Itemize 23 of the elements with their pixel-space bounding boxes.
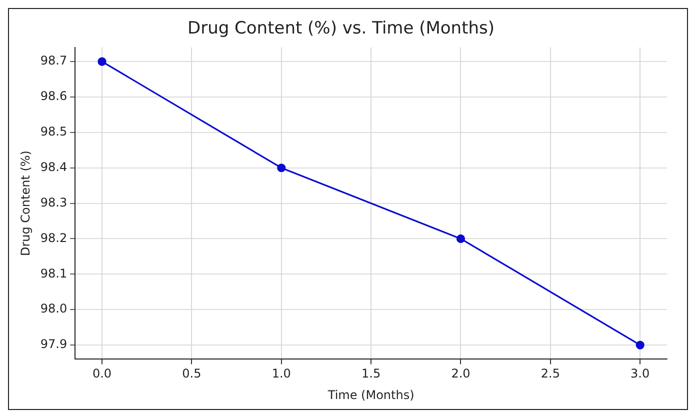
point <box>98 57 106 66</box>
x-tick-label: 0.5 <box>182 366 202 381</box>
x-tick-label: 2.0 <box>451 366 470 381</box>
x-tick-label: 1.0 <box>272 366 291 381</box>
y-tick-label: 98.5 <box>40 124 68 139</box>
y-tick-label: 98.0 <box>40 302 68 316</box>
y-tick-label: 98.3 <box>40 195 68 210</box>
point <box>456 234 466 244</box>
y-tick-label: 98.1 <box>40 266 68 280</box>
x-tick-label: 0.0 <box>92 366 112 381</box>
x-axis-title: Time (Months) <box>326 388 414 402</box>
y-axis-title: Drug Content (%) <box>18 150 32 256</box>
chart-title: Drug Content (%) vs. Time (Months) <box>187 18 495 39</box>
y-tick-label: 98.2 <box>40 230 68 245</box>
point <box>277 164 286 172</box>
x-tick-label: 3.0 <box>630 366 650 381</box>
x-tick-label: 1.5 <box>362 366 381 381</box>
y-tick-label: 97.9 <box>40 337 68 352</box>
y-tick-label: 98.7 <box>40 54 68 68</box>
y-tick-label: 98.4 <box>40 160 68 174</box>
x-tick-label: 2.5 <box>540 366 560 381</box>
y-tick-label: 98.6 <box>40 89 68 104</box>
point <box>636 340 644 350</box>
